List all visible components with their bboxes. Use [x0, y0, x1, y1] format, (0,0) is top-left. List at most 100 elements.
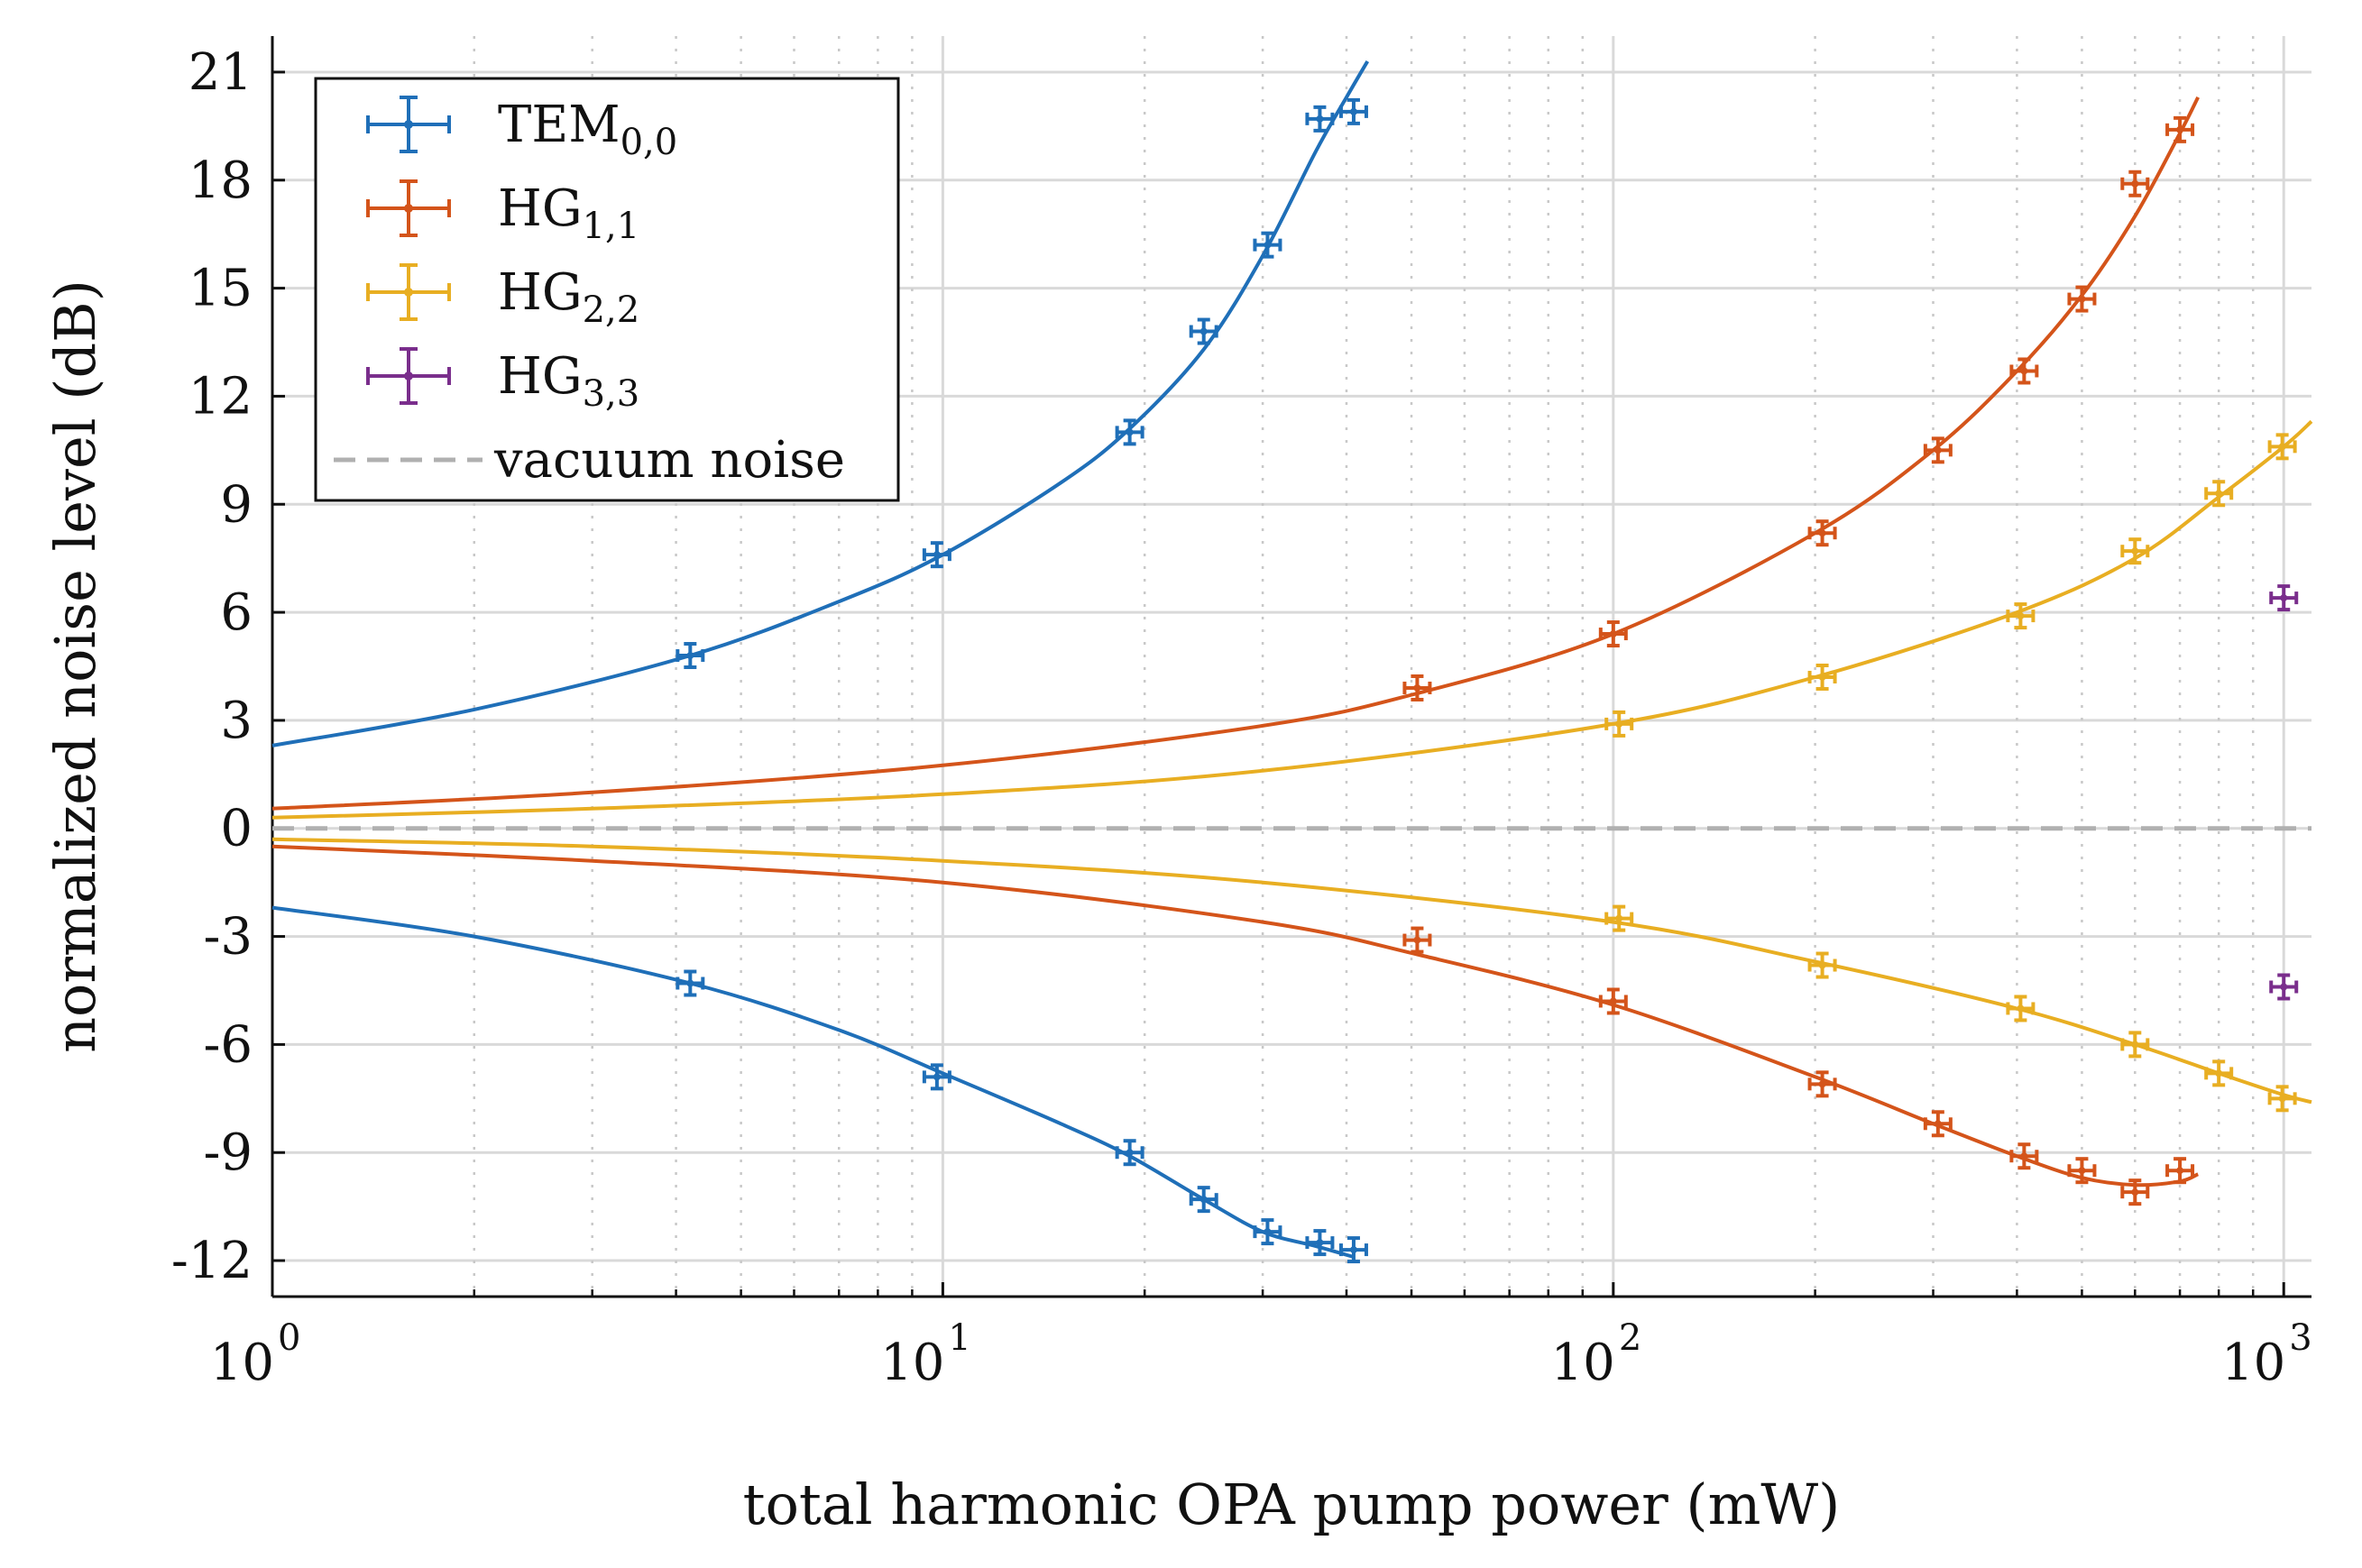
- x-tick-labels: 10 0 10 1 10 2 10 3: [210, 1317, 2312, 1392]
- y-tick-label: -6: [203, 1015, 253, 1074]
- data-point-dot: [1615, 720, 1623, 728]
- y-tick-label: 0: [220, 800, 253, 858]
- data-point-squeezing: [2269, 973, 2299, 1001]
- legend-label-subscript: 0,0: [620, 122, 678, 163]
- data-point-squeezing: [1807, 951, 1837, 979]
- data-point-dot: [1609, 997, 1617, 1005]
- data-point-dot: [686, 652, 694, 660]
- data-point-dot: [1264, 241, 1272, 249]
- data-point-anti-squeezing: [676, 642, 705, 670]
- legend-label-subscript: 2,2: [583, 289, 640, 331]
- x-tick-label: 10 3: [2221, 1317, 2312, 1392]
- data-point-dot: [1349, 107, 1357, 115]
- data-point-dot: [2280, 983, 2288, 991]
- y-tick-label: 6: [220, 583, 253, 642]
- legend-label-base: HG: [498, 347, 583, 406]
- legend-item: HG1,1: [366, 179, 639, 247]
- data-point-dot: [2131, 547, 2139, 555]
- data-point-anti-squeezing: [1402, 674, 1432, 701]
- data-point-dot: [2131, 1041, 2139, 1049]
- x-tick-label-base: 10: [1551, 1334, 1615, 1392]
- legend-label: HG2,2: [498, 263, 639, 331]
- data-point-squeezing: [2204, 1059, 2234, 1087]
- data-point-squeezing: [676, 969, 705, 997]
- x-tick-label: 10 1: [880, 1317, 971, 1392]
- legend-swatch-dot: [404, 371, 413, 381]
- data-point-dot: [1413, 936, 1421, 944]
- data-point-squeezing: [1807, 1070, 1837, 1098]
- legend-label-subscript: 3,3: [583, 373, 640, 415]
- data-point-squeezing: [1923, 1110, 1953, 1138]
- legend-label-base: TEM: [498, 96, 620, 154]
- fit-curve-fit-anti: [271, 60, 1370, 747]
- data-point-dot: [1818, 1080, 1826, 1088]
- data-point-anti-squeezing: [1115, 418, 1144, 446]
- data-point-dot: [1199, 1196, 1208, 1204]
- legend-label-subscript: 1,1: [583, 206, 640, 247]
- x-tick-label-exponent: 2: [1619, 1317, 1641, 1359]
- y-tick-label: -3: [203, 908, 253, 967]
- y-tick-label: 12: [188, 367, 253, 426]
- y-tick-label: -12: [171, 1232, 253, 1290]
- data-point-dot: [1349, 1246, 1357, 1254]
- data-point-squeezing: [2267, 1085, 2297, 1113]
- data-point-dot: [2131, 1188, 2139, 1197]
- data-point-dot: [2280, 594, 2288, 602]
- legend-label-base: HG: [498, 179, 583, 238]
- y-tick-label: 18: [188, 151, 253, 210]
- data-point-dot: [2017, 612, 2025, 620]
- y-tick-label: 3: [220, 692, 253, 750]
- data-point-squeezing: [1253, 1218, 1282, 1246]
- data-point-squeezing: [2120, 1178, 2150, 1206]
- data-point-dot: [2020, 367, 2028, 375]
- data-point-anti-squeezing: [2204, 480, 2234, 508]
- data-point-dot: [1199, 327, 1208, 335]
- data-point-dot: [2020, 1152, 2028, 1160]
- data-point-anti-squeezing: [2165, 115, 2195, 143]
- x-axis-title: total harmonic OPA pump power (mW): [743, 1472, 1841, 1537]
- data-point-anti-squeezing: [2120, 537, 2150, 565]
- data-point-dot: [1615, 914, 1623, 922]
- data-point-dot: [2017, 1004, 2025, 1013]
- legend-label: HG3,3: [498, 347, 639, 415]
- data-point-dot: [2278, 443, 2286, 451]
- y-tick-label: 15: [188, 260, 253, 318]
- data-point-dot: [933, 551, 941, 559]
- data-point-squeezing: [2006, 995, 2036, 1022]
- data-point-squeezing: [1338, 1236, 1368, 1264]
- data-point-squeezing: [1402, 926, 1432, 954]
- data-point-dot: [2215, 1069, 2223, 1077]
- data-point-anti-squeezing: [1338, 97, 1368, 125]
- data-point-dot: [1413, 683, 1421, 692]
- data-point-dot: [2078, 295, 2086, 303]
- x-tick-label-exponent: 0: [278, 1317, 300, 1359]
- data-point-dot: [1818, 961, 1826, 969]
- data-point-dot: [2176, 1167, 2184, 1175]
- axis-ticks: [271, 70, 2285, 1297]
- data-point-anti-squeezing: [1253, 231, 1282, 259]
- data-point-dot: [2278, 1095, 2286, 1103]
- x-tick-label-exponent: 1: [948, 1317, 970, 1359]
- data-point-anti-squeezing: [1305, 105, 1335, 133]
- legend-item: TEM0,0: [366, 96, 678, 163]
- data-point-squeezing: [2165, 1157, 2195, 1185]
- data-point-squeezing: [1115, 1139, 1144, 1167]
- data-point-anti-squeezing: [1604, 710, 1634, 738]
- x-tick-label-base: 10: [880, 1334, 944, 1392]
- data-point-dot: [1316, 1239, 1324, 1247]
- y-tick-label: -9: [203, 1123, 253, 1182]
- data-point-dot: [1818, 673, 1826, 681]
- data-point-dot: [1126, 1149, 1134, 1157]
- x-tick-label-base: 10: [210, 1334, 274, 1392]
- legend-label-base: vacuum noise: [493, 431, 845, 490]
- data-point-anti-squeezing: [1923, 436, 1953, 464]
- data-point-dot: [1934, 1120, 1942, 1128]
- data-point-anti-squeezing: [1189, 317, 1218, 345]
- data-point-anti-squeezing: [2120, 170, 2150, 197]
- legend-swatch-dot: [404, 288, 413, 297]
- data-point-anti-squeezing: [922, 541, 951, 569]
- data-point-squeezing: [2120, 1031, 2150, 1059]
- data-point-dot: [2176, 125, 2184, 133]
- legend-label: HG1,1: [498, 179, 639, 247]
- data-point-squeezing: [1598, 987, 1628, 1015]
